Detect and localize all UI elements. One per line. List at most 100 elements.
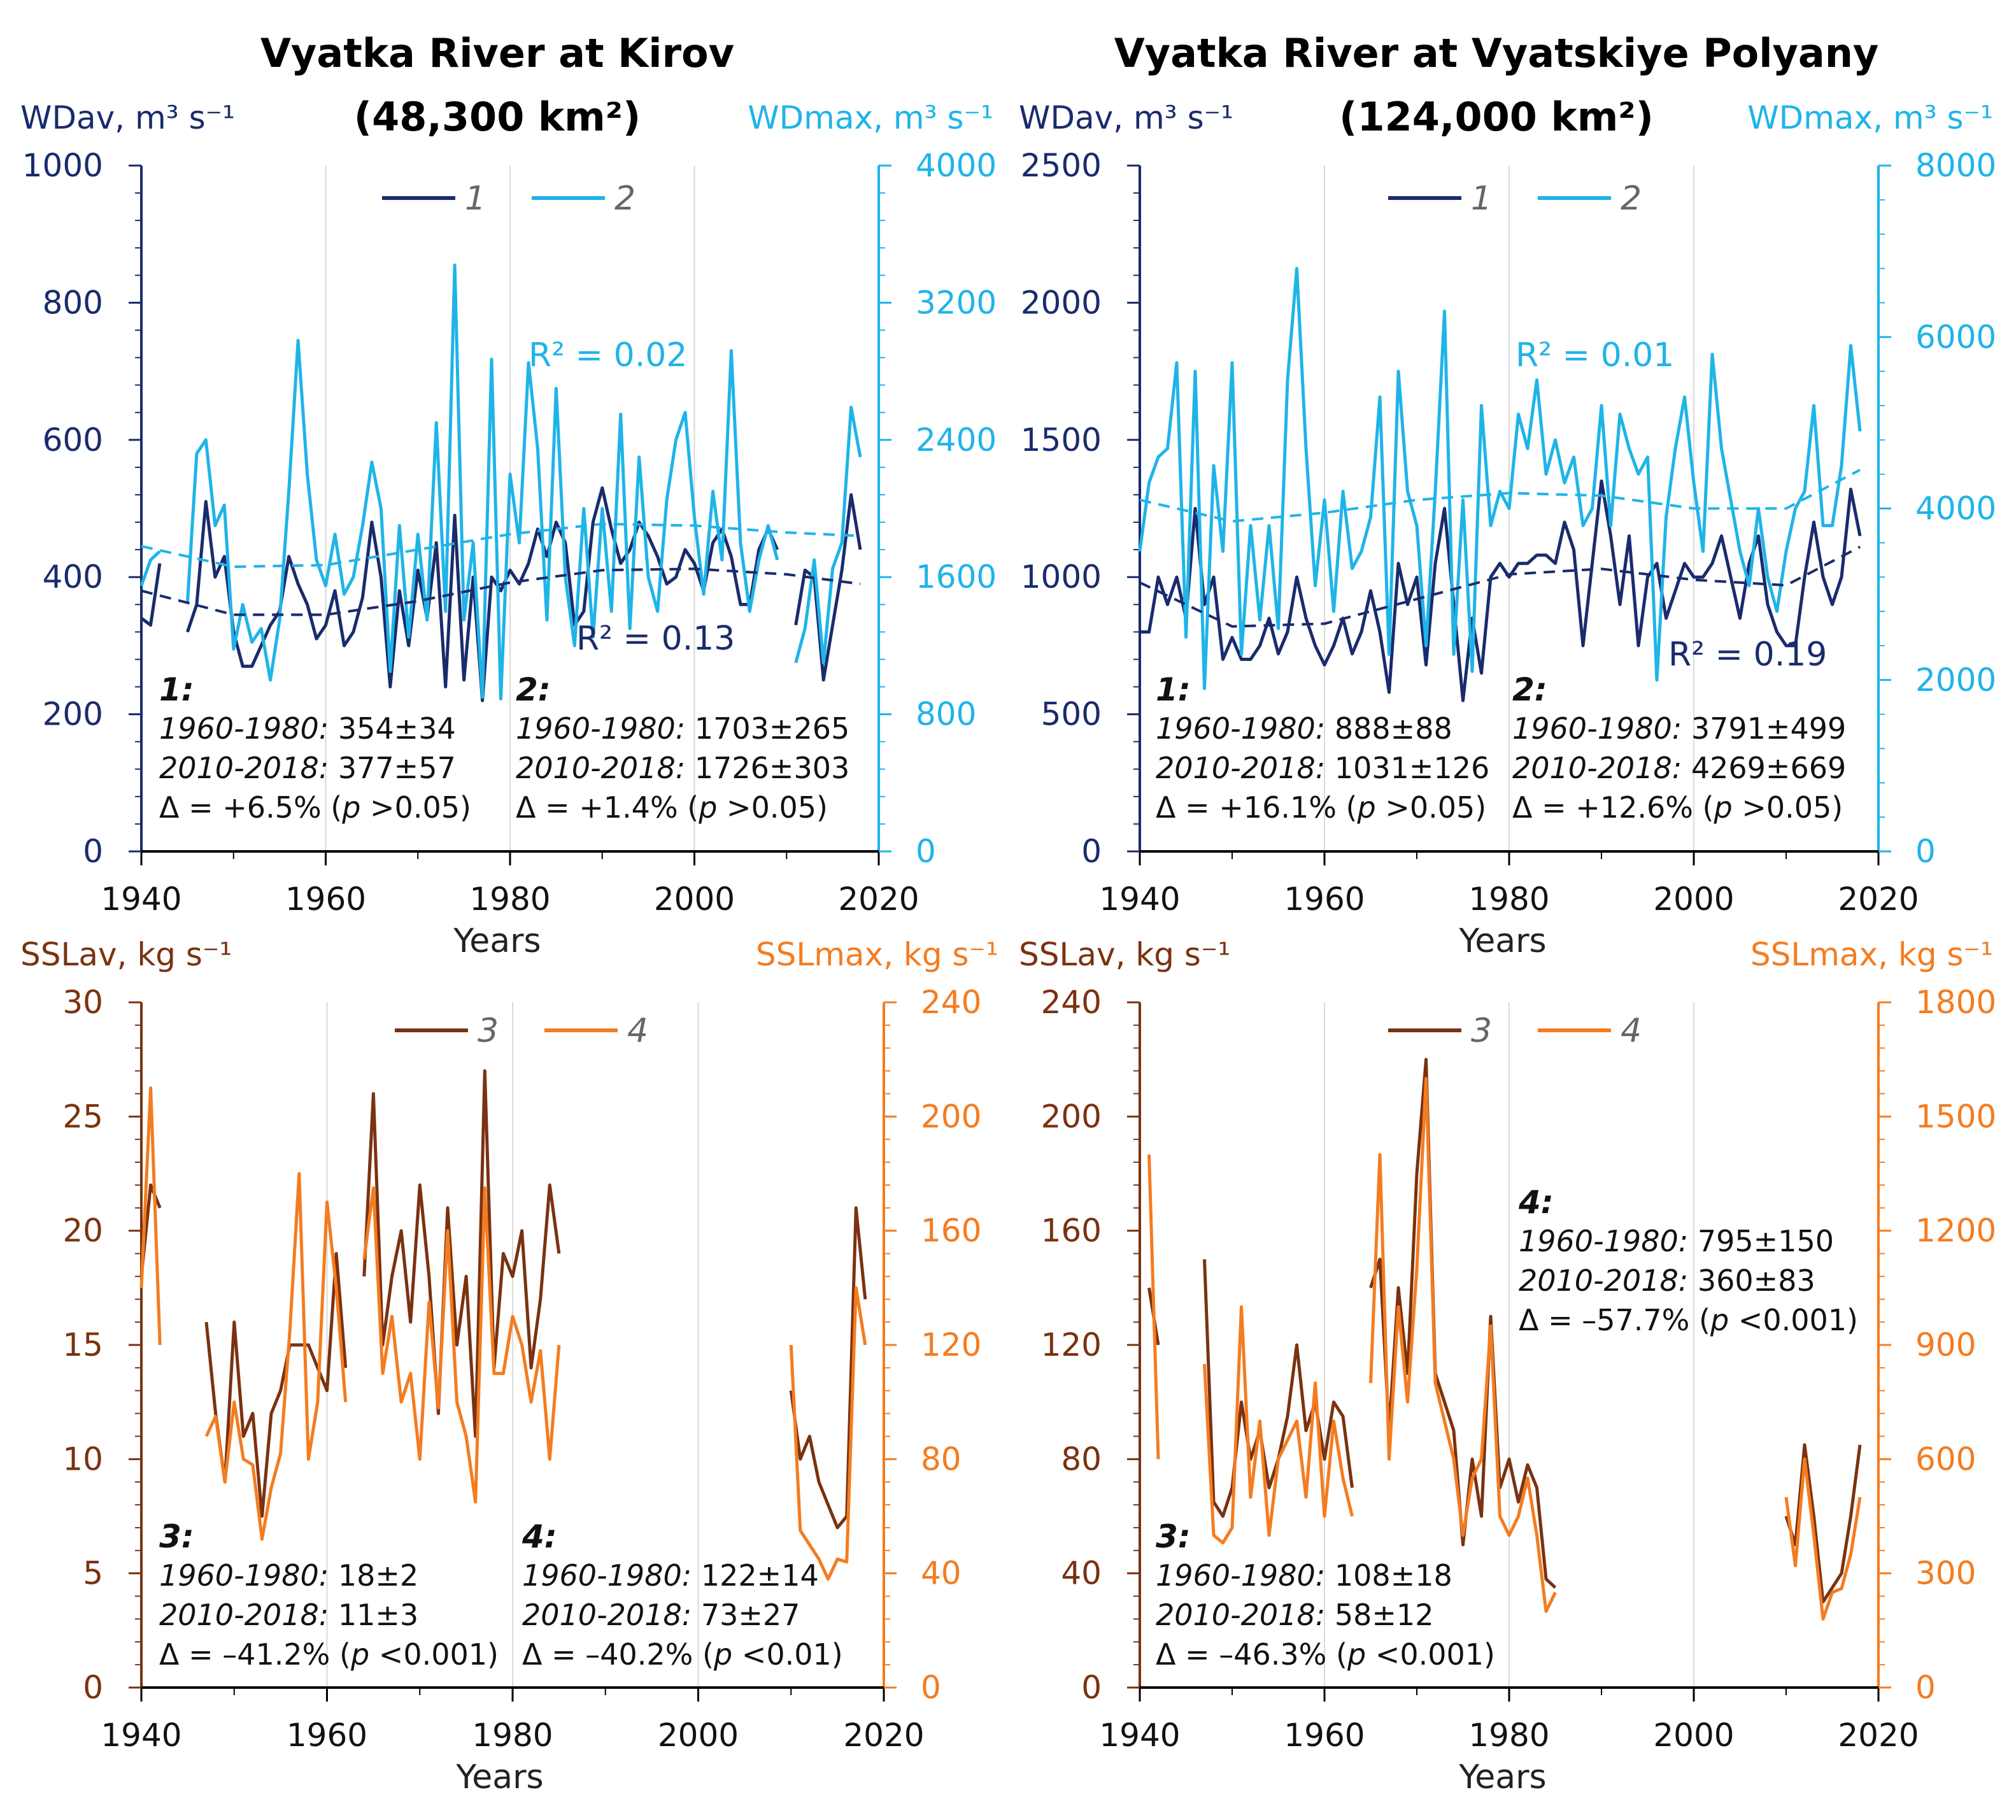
- annotation-row: 2010-2018: 11±3: [159, 1598, 418, 1632]
- series-2-line: [139, 550, 161, 587]
- annotation-row: 1960-1980: 18±2: [159, 1558, 418, 1593]
- legend-label: 2: [614, 180, 635, 218]
- chart-panel-1: 1940 1960 1980 2000 2020Years020040060080010…: [20, 30, 997, 960]
- y-right-tick-label: 4000: [916, 147, 997, 184]
- y-right-tick-label: 160: [921, 1212, 981, 1249]
- x-tick-label: 1960: [1284, 881, 1365, 918]
- x-tick-label: 2020: [1838, 1717, 1919, 1754]
- x-tick-label: 1980: [1468, 881, 1549, 918]
- legend-label: 1: [1471, 180, 1492, 218]
- y-left-tick-label: 2500: [1021, 147, 1102, 184]
- y-right-tick-label: 0: [1915, 833, 1936, 870]
- x-tick-label: 1960: [285, 881, 366, 918]
- y-right-tick-label: 0: [916, 833, 936, 870]
- y-left-tick-label: 25: [62, 1098, 103, 1135]
- r-squared-label: R² = 0.01: [1516, 336, 1674, 374]
- y-right-axis-label: WDmax, m³ s⁻¹: [748, 99, 993, 136]
- annotation-row: 2010-2018: 4269±669: [1512, 751, 1846, 785]
- y-left-tick-label: 120: [1041, 1326, 1102, 1363]
- annotation-row: 2010-2018: 1726±303: [516, 751, 849, 785]
- series-2-line: [1138, 267, 1862, 690]
- series-4-line: [139, 1086, 162, 1346]
- series-4-line: [1784, 1457, 1862, 1621]
- x-tick-label: 1940: [1099, 881, 1180, 918]
- y-left-tick-label: 5: [83, 1555, 103, 1592]
- series-4-line: [204, 1172, 348, 1541]
- annotation-row: 1960-1980: 795±150: [1519, 1224, 1834, 1258]
- y-right-tick-label: 0: [921, 1669, 941, 1706]
- y-left-tick-label: 40: [1061, 1555, 1102, 1592]
- r-squared-label: R² = 0.13: [576, 620, 735, 658]
- y-left-tick-label: 1000: [22, 147, 103, 184]
- series-3-line: [1784, 1443, 1862, 1603]
- y-left-axis-label: WDav, m³ s⁻¹: [1019, 99, 1233, 136]
- legend-label: 1: [465, 180, 486, 218]
- y-left-tick-label: 0: [1081, 1669, 1102, 1706]
- y-right-tick-label: 2000: [1915, 662, 1996, 699]
- x-tick-label: 1960: [1284, 1717, 1365, 1754]
- series-1-line: [794, 493, 862, 682]
- annotation-delta: Δ = +12.6% (p >0.05): [1512, 790, 1843, 825]
- series-trend-1-line: [141, 567, 861, 616]
- y-right-tick-label: 8000: [1915, 147, 1996, 184]
- y-right-axis-label: SSLmax, kg s⁻¹: [756, 936, 998, 973]
- series-trend-1-line: [1139, 546, 1861, 628]
- annotation-delta: Δ = +6.5% (p >0.05): [159, 790, 471, 825]
- series-3-line: [1369, 1058, 1557, 1589]
- series-4-line: [1203, 1305, 1354, 1545]
- y-left-tick-label: 2000: [1021, 284, 1102, 321]
- annotation-head: 2:: [516, 671, 551, 708]
- y-right-tick-label: 240: [921, 984, 981, 1021]
- annotation-head: 2:: [1512, 671, 1547, 708]
- y-right-tick-label: 80: [921, 1440, 962, 1477]
- y-right-axis-label: SSLmax, kg s⁻¹: [1750, 936, 1993, 973]
- y-right-tick-label: 300: [1915, 1555, 1976, 1592]
- y-right-tick-label: 1500: [1915, 1098, 1996, 1135]
- y-left-tick-label: 800: [43, 284, 103, 321]
- x-axis-label: Years: [1458, 922, 1546, 960]
- series-3-line: [789, 1206, 867, 1530]
- x-tick-label: 1940: [101, 881, 181, 918]
- annotation-head: 1:: [159, 671, 194, 708]
- series-3-line: [204, 1252, 348, 1518]
- r-squared-label: R² = 0.02: [529, 336, 687, 374]
- y-right-tick-label: 6000: [1915, 318, 1996, 355]
- series-1-line: [140, 563, 162, 627]
- legend-label: 3: [1471, 1012, 1492, 1050]
- x-tick-label: 1980: [1468, 1717, 1549, 1754]
- annotation-row: 2010-2018: 377±57: [159, 751, 456, 785]
- x-tick-label: 2000: [658, 1717, 739, 1754]
- y-right-tick-label: 2400: [916, 422, 997, 459]
- x-tick-label: 2000: [654, 881, 735, 918]
- legend-label: 2: [1621, 180, 1642, 218]
- y-right-axis-label: WDmax, m³ s⁻¹: [1747, 99, 1993, 136]
- y-left-tick-label: 600: [43, 422, 103, 459]
- y-left-tick-label: 30: [62, 984, 103, 1021]
- chart-panel-2: 1940 1960 1980 2000 2020 Years 0 500 1000 1500 200…: [1019, 30, 1996, 960]
- x-tick-label: 1960: [287, 1717, 367, 1754]
- y-left-axis-label: SSLav, kg s⁻¹: [1019, 936, 1230, 973]
- series-2-line: [794, 406, 862, 665]
- y-left-tick-label: 200: [1041, 1098, 1102, 1135]
- y-left-tick-label: 0: [83, 1669, 103, 1706]
- y-left-tick-label: 400: [43, 558, 103, 595]
- series-3-line: [362, 1069, 561, 1438]
- annotation-delta: Δ = –41.2% (p <0.001): [159, 1637, 499, 1672]
- series-2-line: [185, 263, 779, 700]
- annotation-delta: Δ = –57.7% (p <0.001): [1519, 1303, 1858, 1337]
- y-left-tick-label: 1500: [1021, 422, 1102, 459]
- annotation-head: 3:: [159, 1518, 194, 1555]
- y-right-tick-label: 900: [1915, 1326, 1976, 1363]
- y-left-tick-label: 0: [83, 833, 103, 870]
- y-left-tick-label: 20: [62, 1212, 103, 1249]
- x-tick-label: 1980: [469, 881, 550, 918]
- y-right-tick-label: 200: [921, 1098, 981, 1135]
- series-trend-2-line: [141, 522, 861, 568]
- chart-subtitle: (48,300 km²): [354, 94, 641, 140]
- chart-panel-4: 1940 1960 1980 2000 2020Years040801201602002…: [1019, 936, 1996, 1796]
- annotation-row: 1960-1980: 108±18: [1156, 1558, 1452, 1593]
- annotation-row: 2010-2018: 58±12: [1156, 1598, 1433, 1632]
- y-left-tick-label: 500: [1041, 696, 1102, 733]
- annotation-row: 2010-2018: 360±83: [1519, 1263, 1815, 1298]
